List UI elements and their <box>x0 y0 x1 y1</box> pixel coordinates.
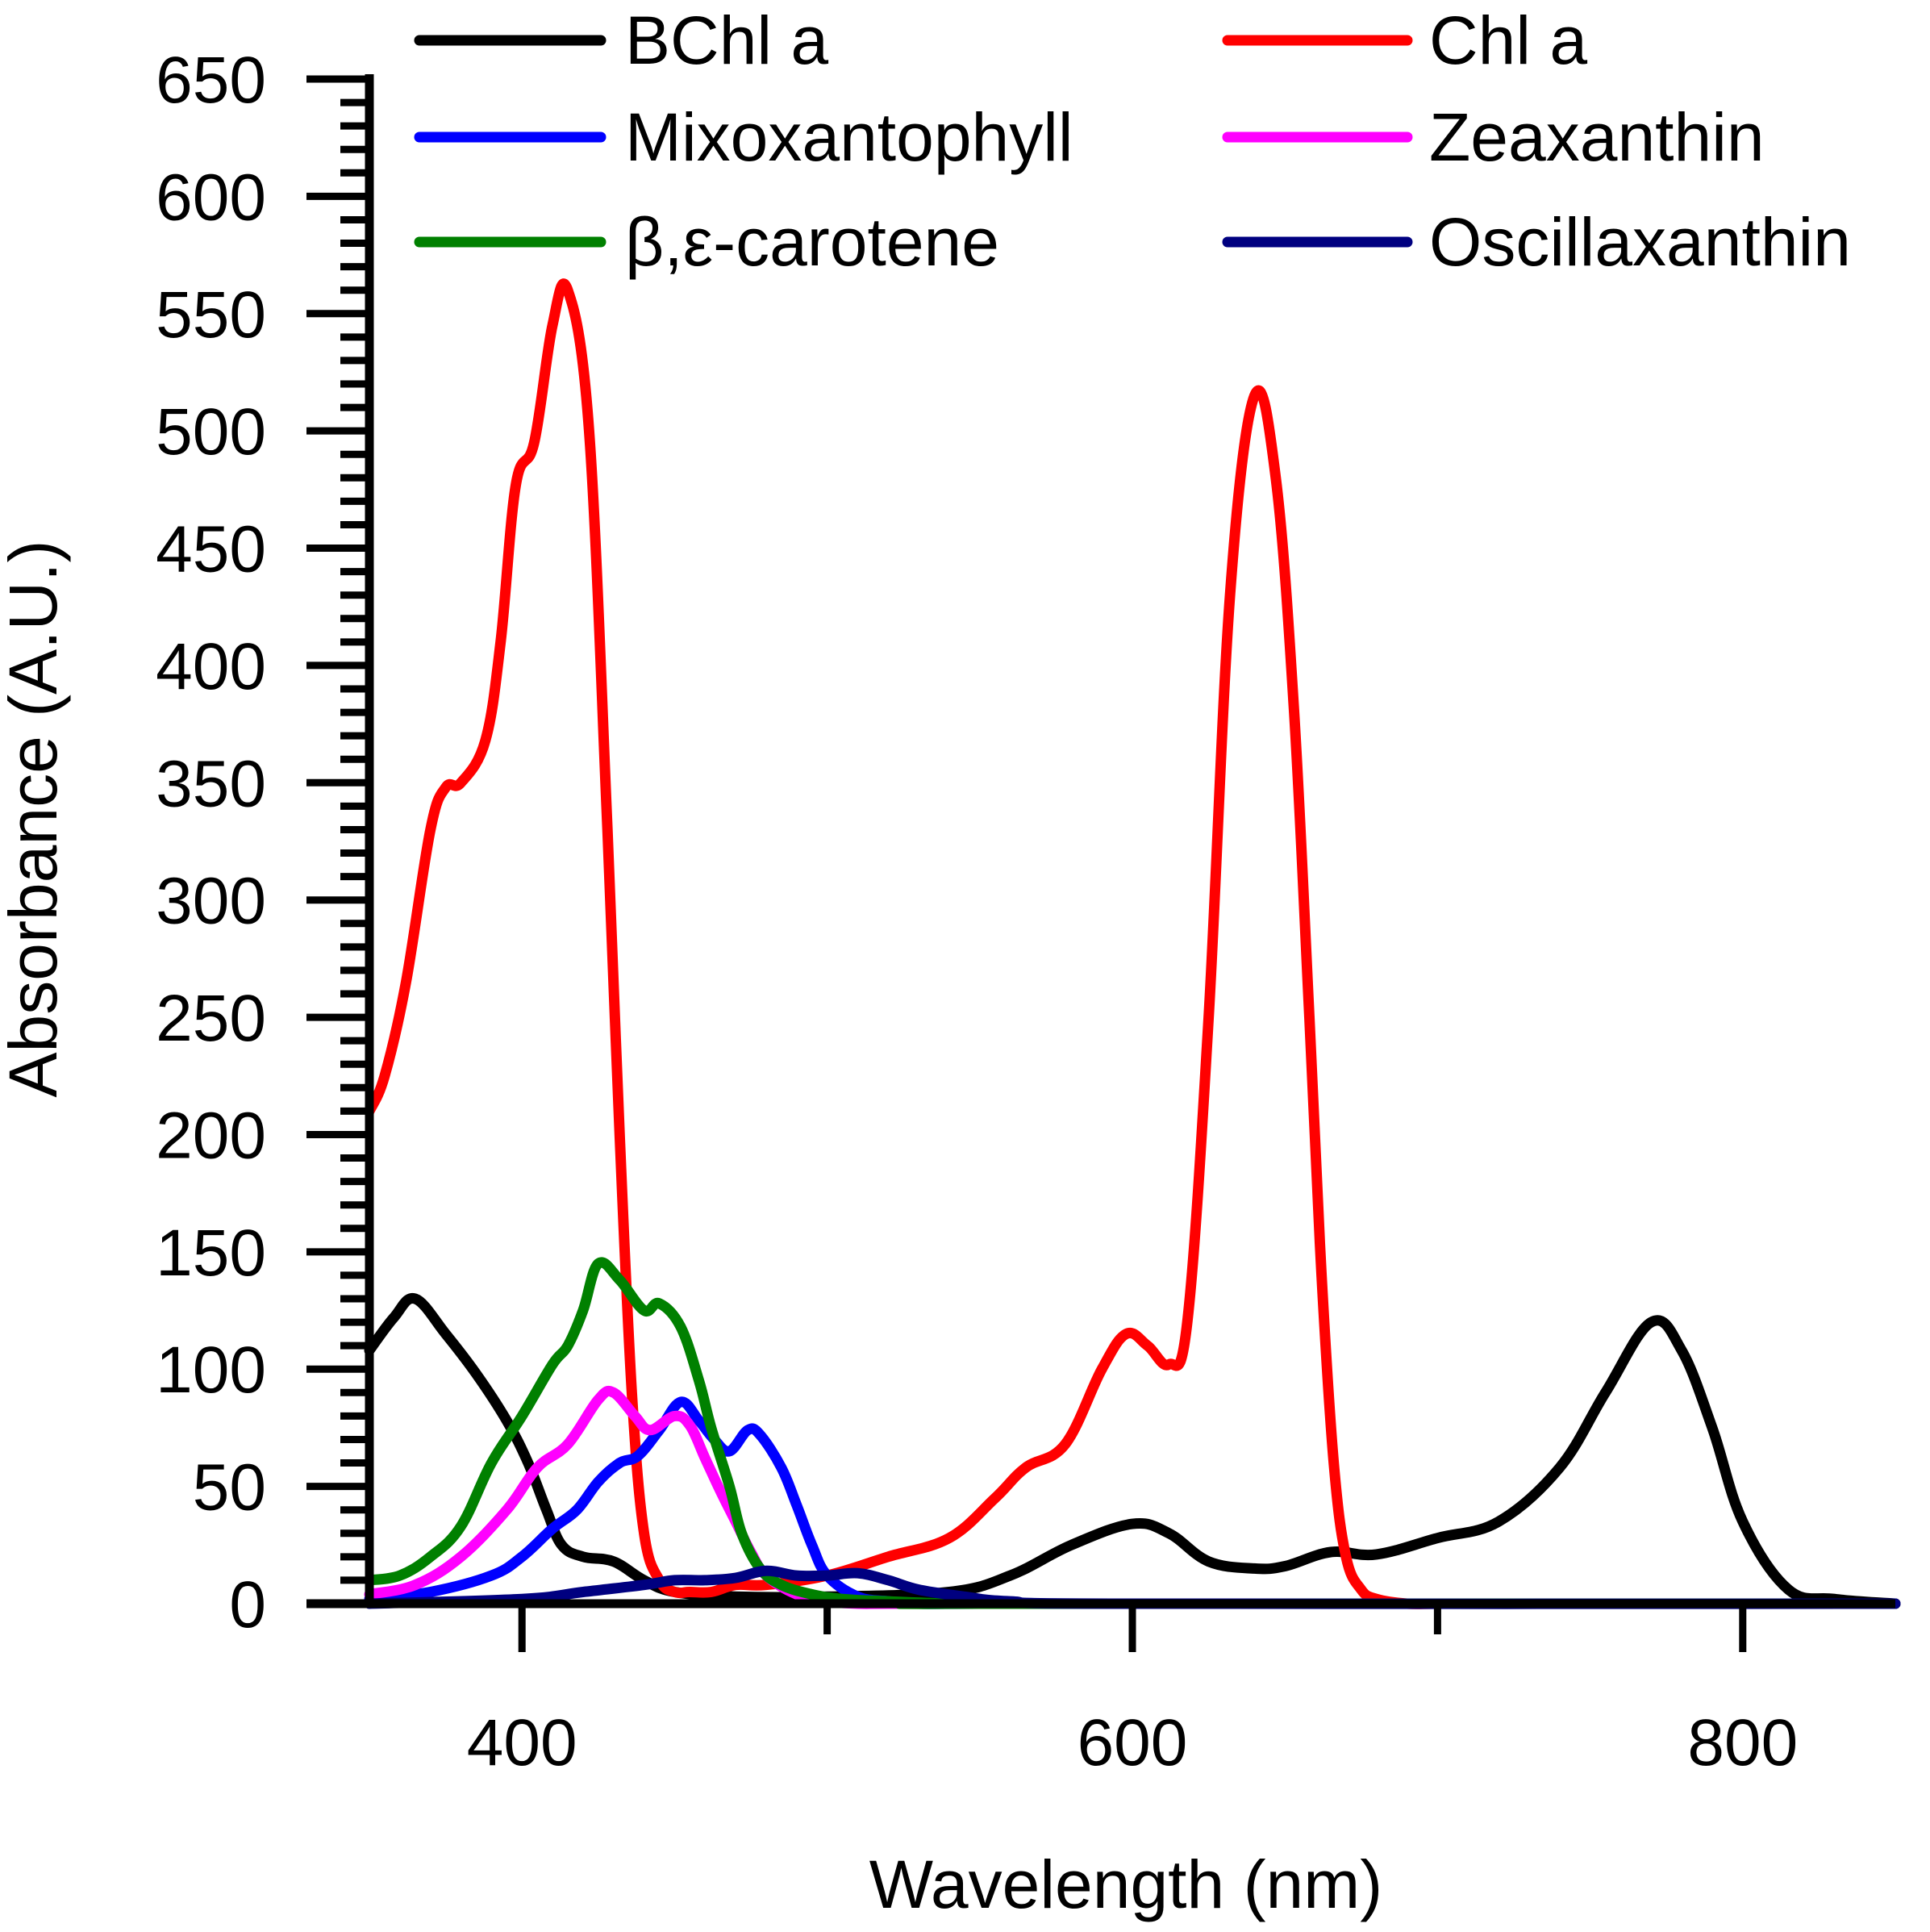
y-tick-label: 200 <box>156 1099 266 1172</box>
x-tick-label: 400 <box>467 1706 577 1780</box>
legend-label: Mixoxantophyll <box>625 99 1073 175</box>
y-tick-label: 400 <box>156 630 266 703</box>
series-line-4 <box>364 1257 1901 1609</box>
legend-item-3: Zeaxanthin <box>1222 99 1765 175</box>
y-tick-label: 300 <box>156 865 266 938</box>
legend-item-4: β,ε-carotene <box>414 204 999 280</box>
legend-item-1: Chl a <box>1222 2 1587 78</box>
y-tick-label: 150 <box>156 1216 266 1290</box>
x-axis-title: Wavelength (nm) <box>869 1846 1382 1922</box>
y-tick-label: 50 <box>193 1451 266 1525</box>
legend-label: Oscillaxanthin <box>1429 204 1851 280</box>
legend-item-2: Mixoxantophyll <box>414 99 1073 175</box>
series-line-3 <box>364 1385 1901 1609</box>
legend-label: β,ε-carotene <box>625 204 999 280</box>
series-line-1 <box>364 278 1901 1609</box>
x-tick-label: 800 <box>1687 1706 1798 1780</box>
series-line-2 <box>364 1396 1901 1609</box>
x-tick-label: 600 <box>1078 1706 1188 1780</box>
y-tick-label: 500 <box>156 395 266 469</box>
series-line-0 <box>364 1293 1901 1609</box>
legend: BChl a Chl a Mixoxantophyll Zeaxanthin β,ε-c… <box>414 2 1851 280</box>
y-tick-label: 0 <box>229 1568 266 1642</box>
legend-label: Zeaxanthin <box>1429 99 1765 175</box>
y-tick-label: 650 <box>156 44 266 117</box>
legend-item-0: BChl a <box>414 2 828 78</box>
y-tick-label: 450 <box>156 513 266 586</box>
y-axis-title: Absorbance (A.U.) <box>0 540 71 1098</box>
legend-label: Chl a <box>1429 2 1587 78</box>
y-tick-label: 600 <box>156 161 266 234</box>
y-tick-label: 250 <box>156 982 266 1055</box>
y-tick-label: 350 <box>156 747 266 820</box>
y-tick-label: 100 <box>156 1333 266 1407</box>
series-line-5 <box>364 1565 1901 1609</box>
series-layer <box>364 278 1901 1609</box>
axes: 0 50 100 150 200 250 300 350 400 450 500 550 600 650 4… <box>156 44 1895 1780</box>
legend-label: BChl a <box>625 2 828 78</box>
legend-item-5: Oscillaxanthin <box>1222 204 1851 280</box>
y-tick-label: 550 <box>156 278 266 352</box>
